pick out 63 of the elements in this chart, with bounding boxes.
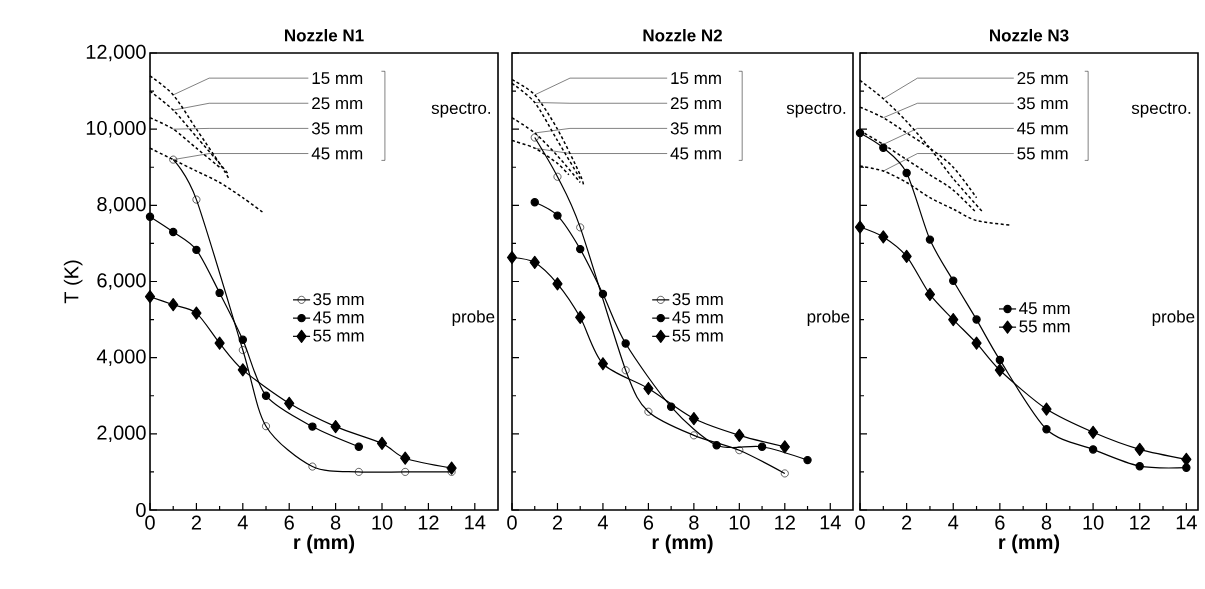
y-tick-label: 10,000 — [86, 120, 146, 138]
legend-label: 45 mm — [1019, 302, 1070, 315]
text: 35 mm — [1017, 97, 1068, 110]
annotation: spectro. — [431, 102, 491, 118]
x-tick-label: 8 — [330, 515, 341, 530]
legend-label: 45 mm — [313, 311, 364, 324]
x-tick-label: 14 — [820, 515, 841, 530]
y-tick-label: 0 — [136, 502, 146, 518]
legend-label: 35 mm — [313, 293, 364, 306]
x-tick-label: 4 — [237, 515, 248, 530]
text: 15 mm — [312, 72, 363, 85]
y-tick-label: 8,000 — [97, 197, 146, 214]
x-tick-label: 2 — [552, 515, 563, 530]
legend-label: 45 mm — [672, 311, 723, 324]
x-tick-label: 14 — [1176, 515, 1197, 530]
legend-label: 55 mm — [1019, 320, 1070, 333]
x-tick-label: 10 — [372, 515, 393, 530]
text: 55 mm — [1017, 147, 1068, 160]
x-axis-title: r (mm) — [652, 534, 713, 554]
y-tick-label: 4,000 — [96, 349, 146, 366]
y-tick-label: 2,000 — [97, 425, 146, 443]
x-tick-label: 6 — [284, 515, 294, 530]
text: 25 mm — [312, 97, 363, 110]
text: 35 mm — [311, 122, 363, 135]
annotation: spectro. — [1131, 102, 1191, 118]
x-tick-label: 6 — [643, 515, 654, 530]
x-tick-label: 12 — [1130, 515, 1150, 530]
x-tick-label: 2 — [191, 515, 201, 530]
x-tick-label: 0 — [855, 515, 865, 530]
x-tick-label: 4 — [597, 515, 608, 530]
x-tick-label: 14 — [465, 515, 486, 530]
text: 15 mm — [671, 72, 721, 85]
y-axis-title: T (K) — [63, 260, 83, 304]
annotation: probe — [1152, 310, 1195, 326]
text: 45 mm — [670, 147, 721, 160]
x-tick-label: 6 — [995, 515, 1005, 530]
x-tick-label: 8 — [689, 515, 699, 530]
x-axis-title: r (mm) — [999, 534, 1060, 554]
x-tick-label: 10 — [729, 515, 750, 530]
legend-label: 55 mm — [672, 329, 723, 342]
text: 45 mm — [311, 147, 363, 160]
x-tick-label: 12 — [775, 515, 795, 530]
y-tick-label: 6,000 — [97, 273, 146, 290]
x-tick-label: 10 — [1083, 515, 1104, 530]
annotation: probe — [452, 310, 495, 326]
text: 35 mm — [670, 122, 721, 135]
chart-title: Nozzle N3 — [990, 28, 1069, 42]
legend-label: 35 mm — [672, 293, 723, 306]
annotation: spectro. — [786, 102, 846, 118]
legend-label: 55 mm — [313, 329, 364, 342]
y-tick-label: 12,000 — [86, 44, 146, 62]
x-tick-label: 2 — [902, 515, 912, 530]
x-tick-label: 12 — [418, 515, 439, 530]
x-tick-label: 8 — [1041, 515, 1052, 530]
x-tick-label: 4 — [948, 515, 959, 530]
chart-title: Nozzle N1 — [285, 28, 364, 42]
text: 45 mm — [1017, 122, 1068, 135]
chart-title: Nozzle N2 — [643, 28, 722, 42]
annotation: probe — [807, 310, 850, 326]
x-axis-title: r (mm) — [294, 534, 355, 554]
text: 25 mm — [1017, 72, 1068, 85]
text: 25 mm — [670, 97, 721, 110]
x-tick-label: 0 — [507, 515, 517, 530]
